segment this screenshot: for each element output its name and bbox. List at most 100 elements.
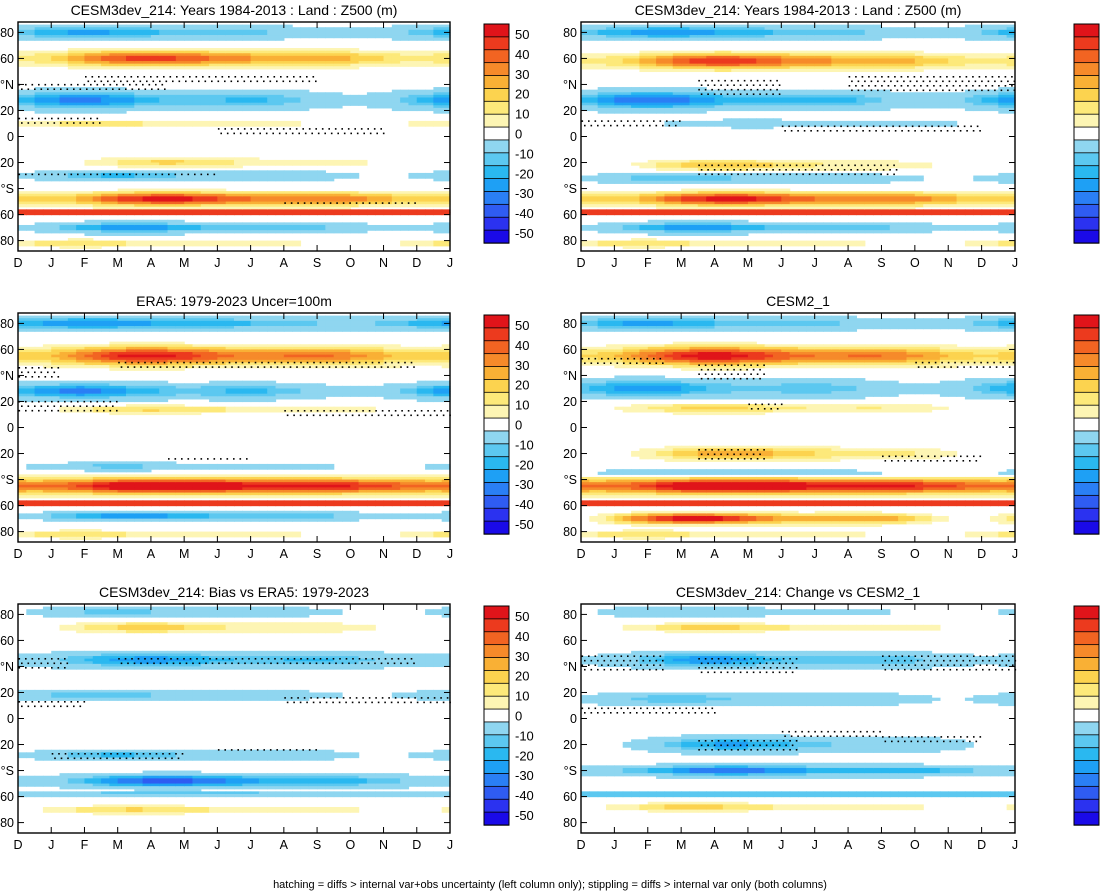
heatmap-cell — [614, 198, 624, 203]
heatmap-cell — [159, 222, 169, 226]
heatmap-cell — [581, 243, 590, 247]
heatmap-cell — [234, 206, 243, 210]
heatmap-cell — [101, 100, 110, 104]
heatmap-cell — [672, 193, 682, 197]
heatmap-cell — [283, 123, 293, 127]
heatmap-cell — [192, 209, 202, 213]
heatmap-cell — [923, 53, 933, 57]
heatmap-cell — [731, 162, 741, 166]
heatmap-cell — [51, 92, 61, 96]
heatmap-cell — [42, 35, 52, 39]
heatmap-cell — [408, 105, 418, 109]
heatmap-cell — [931, 196, 941, 200]
heatmap-cell — [906, 120, 916, 125]
heatmap-cell — [781, 50, 791, 54]
heatmap-cell — [51, 58, 61, 62]
stipple-dot — [666, 120, 668, 122]
heatmap-cell — [267, 53, 277, 57]
heatmap-cell — [425, 53, 434, 57]
heatmap-cell — [325, 178, 335, 182]
heatmap-cell — [234, 89, 243, 93]
stipple-dot — [752, 84, 755, 86]
heatmap-cell — [622, 201, 632, 205]
heatmap-cell — [664, 211, 674, 216]
heatmap-cell — [234, 55, 243, 60]
heatmap-cell — [433, 100, 443, 104]
heatmap-cell — [209, 178, 218, 182]
heatmap-cell — [84, 230, 94, 234]
heatmap-cell — [117, 227, 127, 231]
heatmap-cell — [772, 55, 782, 60]
heatmap-cell — [831, 206, 841, 210]
heatmap-cell — [258, 201, 268, 205]
heatmap-cell — [772, 198, 782, 203]
stipple-dot — [955, 89, 957, 92]
heatmap-cell — [167, 227, 177, 231]
colorbar-swatch — [483, 100, 510, 115]
heatmap-cell — [823, 209, 832, 213]
heatmap-cell — [101, 53, 110, 57]
heatmap-cell — [117, 201, 127, 205]
heatmap-cell — [789, 89, 799, 93]
heatmap-cell — [656, 107, 666, 112]
heatmap-cell — [622, 105, 632, 109]
heatmap-cell — [267, 230, 277, 234]
heatmap-cell — [639, 227, 649, 231]
heatmap-cell — [275, 66, 285, 70]
heatmap-cell — [948, 100, 958, 104]
heatmap-cell — [914, 32, 924, 36]
heatmap-cell — [614, 211, 624, 216]
heatmap-cell — [51, 105, 61, 109]
heatmap-cell — [722, 68, 732, 73]
heatmap-cell — [425, 100, 434, 104]
stipple-dot — [959, 76, 961, 78]
heatmap-cell — [622, 107, 632, 112]
heatmap-cell — [589, 191, 599, 195]
heatmap-cell — [67, 198, 77, 203]
heatmap-cell — [333, 193, 343, 197]
heatmap-cell — [798, 32, 807, 36]
heatmap-cell — [366, 29, 376, 34]
heatmap-cell — [184, 27, 194, 31]
heatmap-cell — [416, 61, 426, 65]
heatmap-cell — [747, 118, 757, 122]
heatmap-cell — [756, 188, 766, 192]
heatmap-cell — [283, 159, 293, 164]
heatmap-cell — [92, 29, 102, 34]
heatmap-cell — [225, 206, 235, 210]
stipple-dot — [375, 202, 377, 204]
heatmap-cell — [416, 240, 426, 244]
stipple-dot — [981, 89, 983, 92]
heatmap-cell — [67, 227, 77, 231]
heatmap-cell — [923, 162, 933, 166]
heatmap-cell — [689, 94, 699, 99]
heatmap-cell — [614, 243, 624, 247]
heatmap-cell — [597, 209, 607, 213]
heatmap-cell — [283, 172, 293, 177]
heatmap-cell — [722, 123, 732, 127]
heatmap-cell — [823, 61, 832, 65]
heatmap-cell — [416, 94, 426, 99]
heatmap-cell — [242, 50, 252, 54]
heatmap-cell — [939, 211, 949, 216]
heatmap-cell — [647, 211, 657, 216]
heatmap-cell — [898, 165, 908, 169]
heatmap-cell — [756, 240, 766, 244]
heatmap-cell — [192, 100, 202, 104]
heatmap-cell — [200, 193, 210, 197]
heatmap-cell — [789, 29, 799, 34]
heatmap-cell — [731, 123, 741, 127]
heatmap-cell — [433, 224, 443, 229]
heatmap-cell — [217, 204, 227, 208]
heatmap-cell — [42, 196, 52, 200]
heatmap-cell — [631, 198, 641, 203]
heatmap-cell — [823, 50, 832, 54]
heatmap-cell — [92, 243, 102, 247]
heatmap-cell — [656, 175, 666, 179]
heatmap-cell — [739, 243, 749, 247]
heatmap-cell — [416, 92, 426, 96]
heatmap-cell — [747, 172, 757, 177]
heatmap-cell — [84, 87, 94, 91]
heatmap-cell — [51, 102, 61, 106]
heatmap-cell — [42, 110, 52, 114]
